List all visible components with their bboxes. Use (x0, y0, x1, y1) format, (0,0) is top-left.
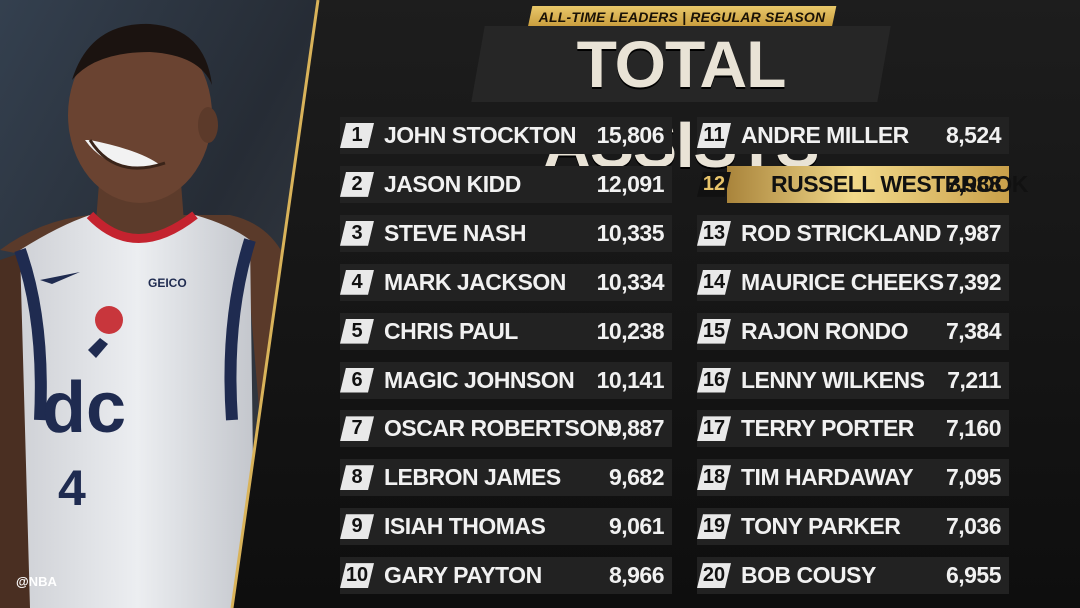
assists-total: 6,955 (945, 562, 1002, 589)
jersey-logo: dc (42, 368, 126, 448)
rank-badge: 17 (697, 416, 731, 441)
rank-badge: 4 (340, 270, 374, 295)
leader-row: 15 RAJON RONDO 7,384 (697, 312, 1009, 350)
rank-badge: 2 (340, 172, 374, 197)
rank-badge: 12 (697, 172, 731, 197)
rank-badge: 15 (697, 319, 731, 344)
assists-total: 8,966 (608, 562, 665, 589)
player-name: RUSSELL WESTBROOK (771, 170, 1028, 197)
leader-row: 4 MARK JACKSON 10,334 (340, 263, 672, 301)
rank-badge: 10 (340, 563, 374, 588)
player-illustration: dc 4 GEICO (0, 0, 318, 608)
rank-badge: 1 (340, 123, 374, 148)
rank-badge: 19 (697, 514, 731, 539)
jersey-sponsor: GEICO (148, 276, 187, 290)
nba-credit: @NBA (16, 574, 57, 589)
player-name: STEVE NASH (384, 219, 526, 246)
assists-total: 12,091 (596, 170, 665, 197)
page-title: TOTAL ASSISTS (543, 27, 819, 181)
assists-total: 7,988 (945, 170, 1002, 197)
rank-badge: 9 (340, 514, 374, 539)
assists-total: 7,987 (945, 219, 1002, 246)
assists-total: 7,211 (947, 366, 1001, 393)
player-name: TERRY PORTER (741, 415, 914, 442)
jersey-number: 4 (58, 460, 86, 516)
assists-total: 9,682 (608, 464, 665, 491)
player-name: LENNY WILKENS (741, 366, 925, 393)
rank-badge: 20 (697, 563, 731, 588)
rank-badge: 16 (697, 368, 731, 393)
assists-total: 9,887 (608, 415, 665, 442)
player-name: GARY PAYTON (384, 562, 542, 589)
rank-badge: 5 (340, 319, 374, 344)
player-name: ROD STRICKLAND (741, 219, 942, 246)
leader-row: 10 GARY PAYTON 8,966 (340, 557, 672, 595)
player-name: ANDRE MILLER (741, 122, 909, 148)
assists-total: 8,524 (945, 122, 1002, 148)
leader-row: 2 JASON KIDD 12,091 (340, 165, 672, 203)
rank-badge: 7 (340, 416, 374, 441)
player-name: RAJON RONDO (741, 317, 909, 344)
assists-total: 7,036 (945, 513, 1002, 540)
assists-total: 7,095 (945, 464, 1002, 491)
assists-total: 10,141 (596, 366, 665, 393)
assists-total: 10,335 (596, 219, 665, 246)
leader-row: 19 TONY PARKER 7,036 (697, 508, 1009, 546)
leader-row: 8 LEBRON JAMES 9,682 (340, 459, 672, 497)
player-name: TIM HARDAWAY (741, 464, 914, 491)
player-name: OSCAR ROBERTSON (384, 415, 613, 442)
player-name: BOB COUSY (741, 562, 876, 589)
leader-row: 11 ANDRE MILLER 8,524 (697, 117, 1009, 154)
rank-badge: 8 (340, 465, 374, 490)
assists-total: 7,384 (945, 317, 1002, 344)
rank-badge: 13 (697, 221, 731, 246)
leader-row: 7 OSCAR ROBERTSON 9,887 (340, 410, 672, 448)
leader-row: 5 CHRIS PAUL 10,238 (340, 312, 672, 350)
leader-row: 16 LENNY WILKENS 7,211 (697, 361, 1009, 399)
rank-badge: 14 (697, 270, 731, 295)
leader-row: 12 RUSSELL WESTBROOK 7,988 (727, 165, 1028, 203)
leader-row: 1 JOHN STOCKTON 15,806 (340, 117, 672, 154)
player-name: LEBRON JAMES (384, 464, 561, 491)
player-name: MAGIC JOHNSON (384, 366, 575, 393)
player-name: MARK JACKSON (384, 268, 566, 295)
leader-row: 13 ROD STRICKLAND 7,987 (697, 214, 1009, 252)
leader-row: 6 MAGIC JOHNSON 10,141 (340, 361, 672, 399)
leader-row: 14 MAURICE CHEEKS 7,392 (697, 263, 1009, 301)
assists-total: 10,334 (596, 268, 665, 295)
rank-badge: 11 (697, 123, 731, 148)
leader-row: 3 STEVE NASH 10,335 (340, 214, 672, 252)
player-photo: dc 4 GEICO (0, 0, 318, 608)
player-name: CHRIS PAUL (384, 317, 518, 344)
leader-row: 9 ISIAH THOMAS 9,061 (340, 508, 672, 546)
assists-total: 9,061 (608, 513, 665, 540)
rank-badge: 6 (340, 368, 374, 393)
leader-row: 18 TIM HARDAWAY 7,095 (697, 459, 1009, 497)
player-name: TONY PARKER (741, 513, 901, 540)
rank-badge: 18 (697, 465, 731, 490)
player-name: MAURICE CHEEKS (741, 268, 944, 295)
player-name: ISIAH THOMAS (384, 513, 546, 540)
rank-badge: 3 (340, 221, 374, 246)
player-name: JASON KIDD (384, 170, 521, 197)
assists-total: 7,392 (945, 268, 1002, 295)
assists-total: 10,238 (596, 317, 665, 344)
leader-row: 17 TERRY PORTER 7,160 (697, 410, 1009, 448)
player-name: JOHN STOCKTON (384, 122, 577, 148)
assists-total: 7,160 (945, 415, 1002, 442)
assists-total: 15,806 (596, 122, 665, 148)
leader-row: 20 BOB COUSY 6,955 (697, 557, 1009, 595)
